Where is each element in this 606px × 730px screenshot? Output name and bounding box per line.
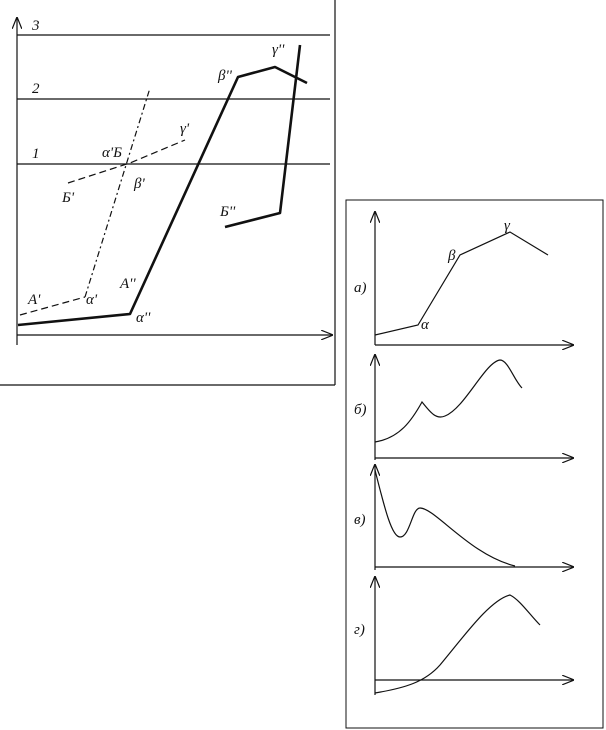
level-label: 1 — [32, 146, 40, 162]
level-label: 3 — [31, 18, 40, 34]
point-label: α' — [86, 292, 98, 308]
panel-label: б) — [354, 402, 367, 418]
point-label: Б' — [61, 190, 75, 206]
point-label: β — [447, 248, 456, 264]
point-label: A' — [27, 292, 41, 308]
point-label: γ — [504, 218, 511, 234]
dashed-curve — [19, 296, 86, 316]
left-panel: 3 2 1 α'Б γ' Б' β' β'' γ'' Б'' A' α' A''… — [0, 0, 336, 386]
point-label: A'' — [119, 276, 136, 292]
frame — [345, 199, 604, 729]
point-label: β'' — [217, 68, 233, 84]
panel-label: г) — [354, 622, 365, 638]
panel-label: в) — [354, 512, 366, 528]
point-label: β' — [133, 176, 145, 192]
point-label: α — [421, 317, 430, 333]
curve — [374, 359, 523, 443]
point-label: α'' — [136, 310, 151, 326]
right-panel: а) α β γ б) в) г) — [345, 199, 604, 729]
panel-label: а) — [354, 280, 367, 296]
point-label: γ'' — [272, 42, 285, 58]
level-label: 2 — [32, 81, 40, 97]
point-label: γ' — [180, 121, 190, 137]
solid-curve — [17, 65, 308, 327]
point-label: Б'' — [219, 204, 236, 220]
curve — [374, 231, 549, 336]
curve — [374, 594, 541, 694]
solid-curve — [224, 44, 302, 229]
dashed-curve — [84, 87, 151, 298]
curve — [374, 469, 516, 567]
dashed-curve — [67, 139, 186, 184]
point-label: α'Б — [102, 145, 122, 161]
